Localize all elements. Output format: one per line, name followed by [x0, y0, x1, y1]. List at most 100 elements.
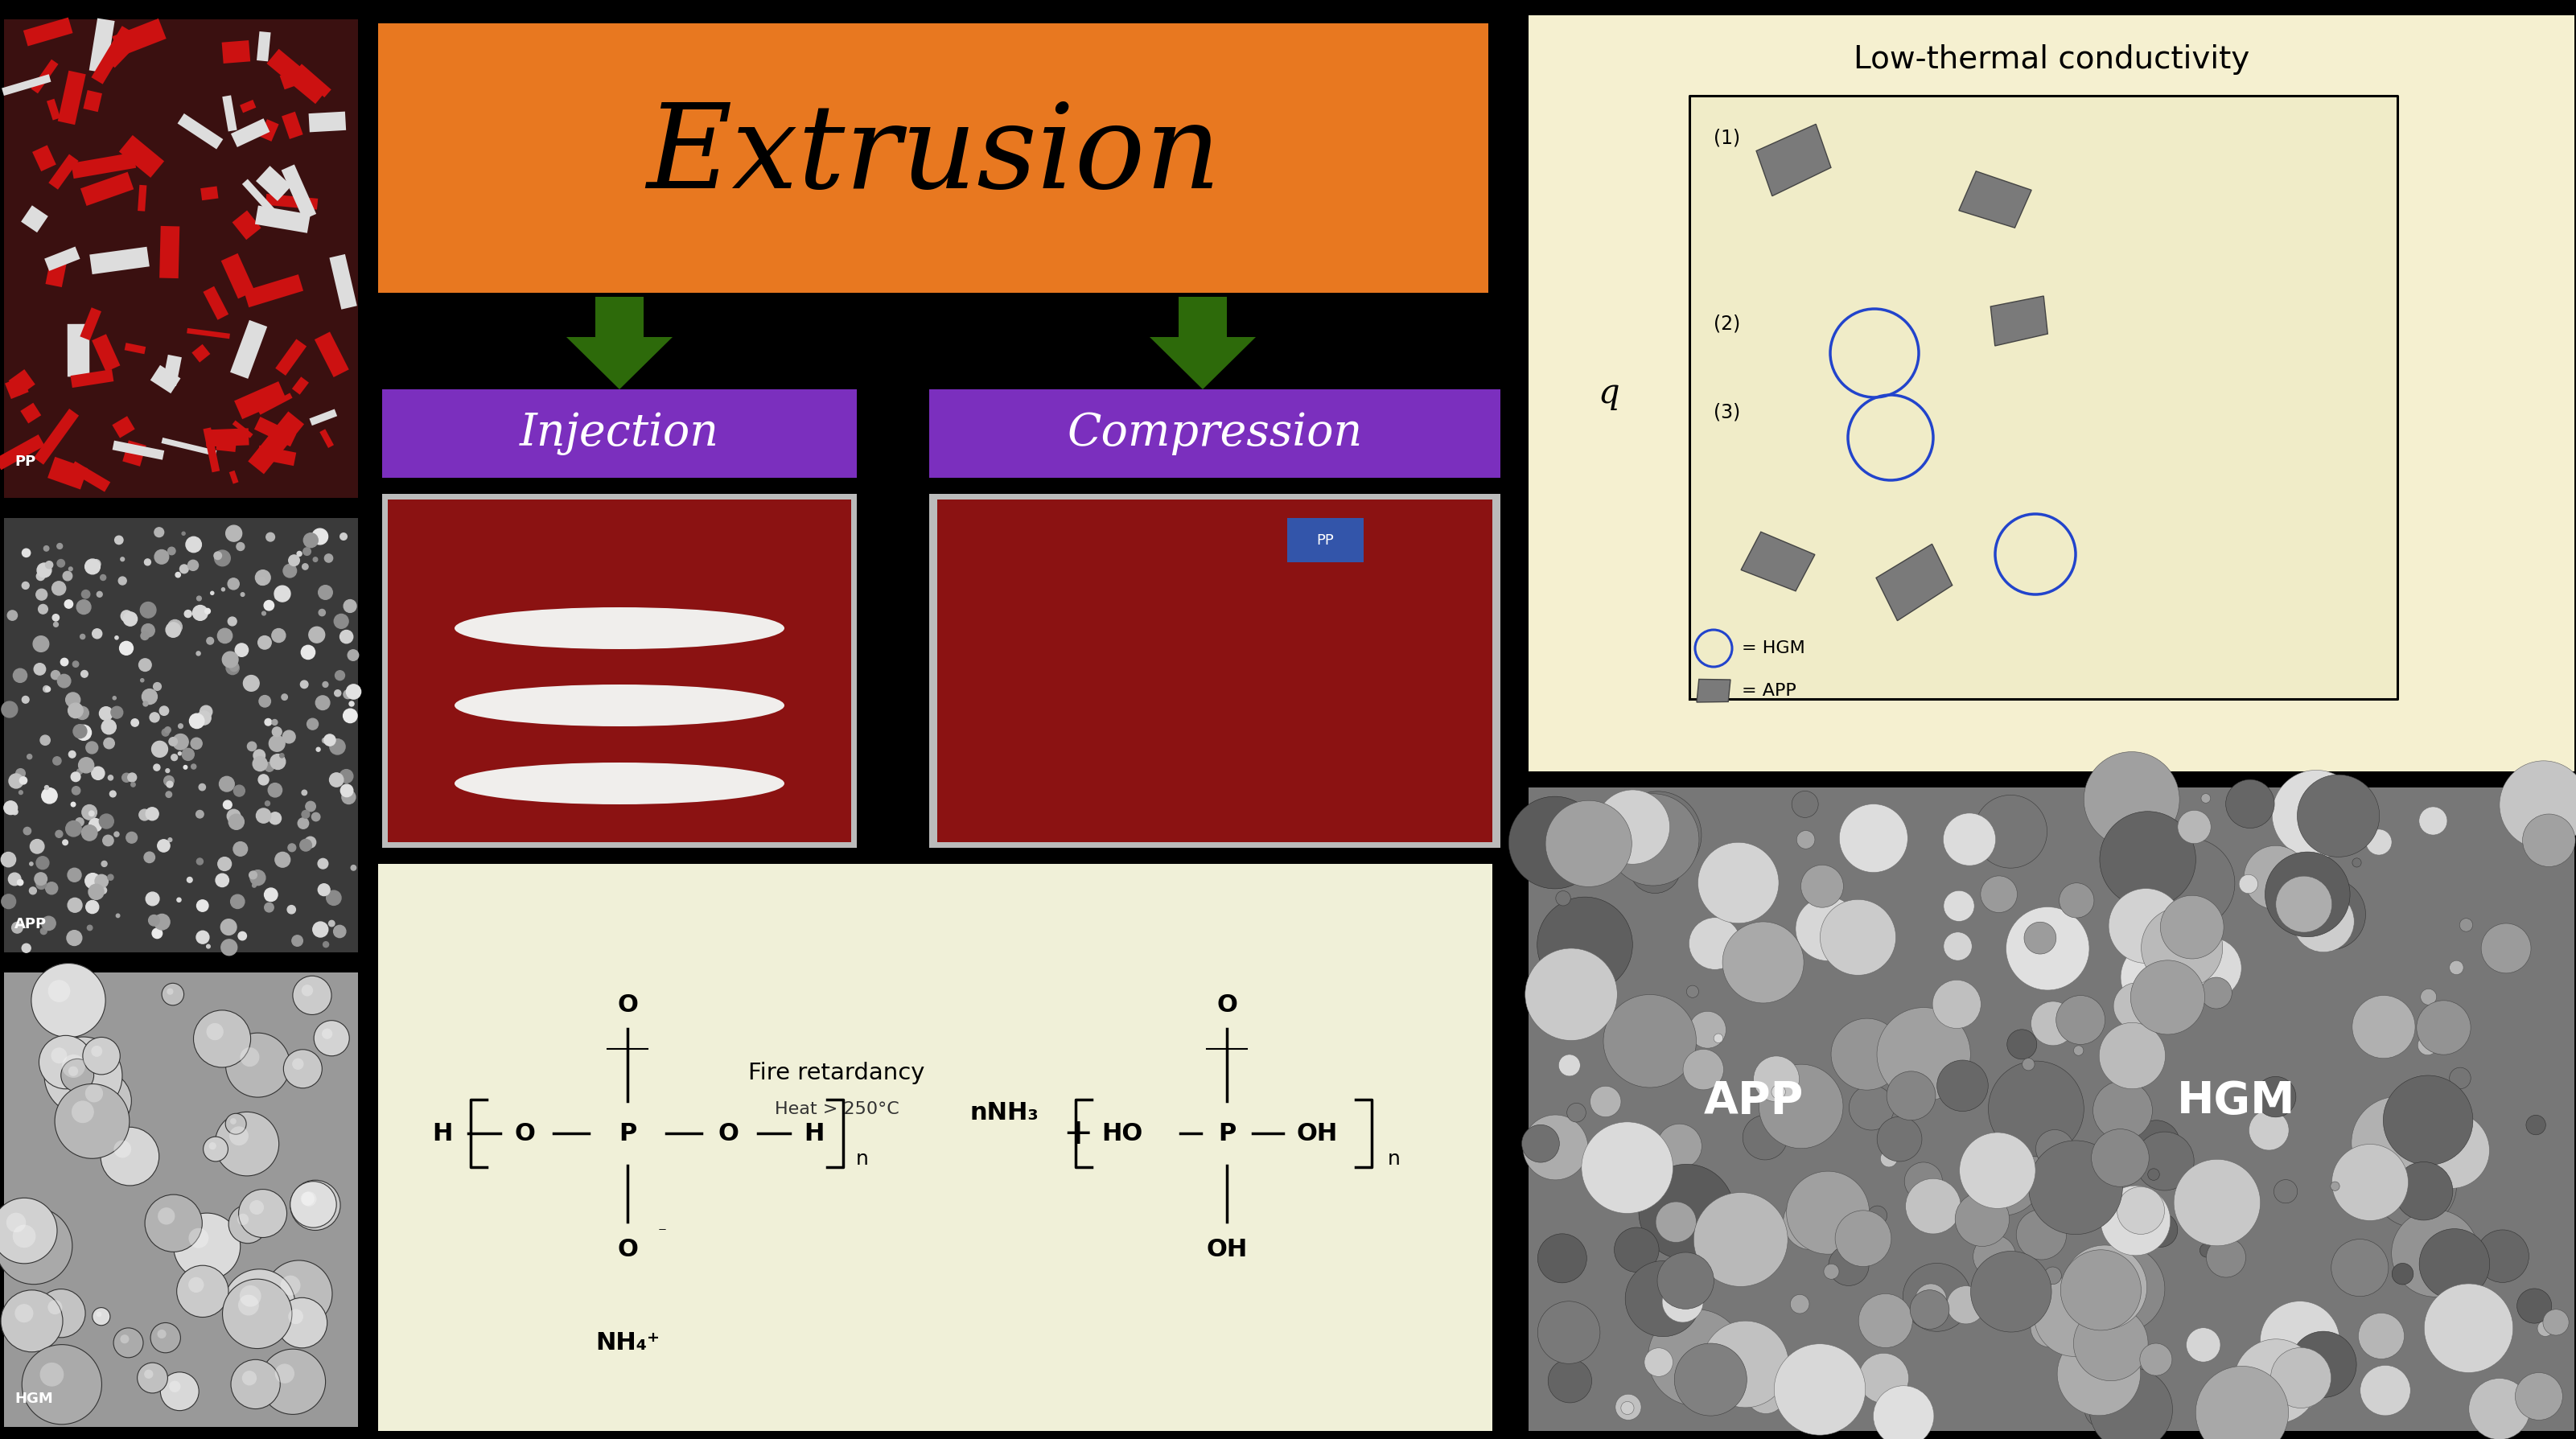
Circle shape	[13, 809, 18, 814]
Circle shape	[1960, 1132, 2035, 1209]
Circle shape	[2257, 1340, 2329, 1412]
Text: O: O	[1216, 993, 1236, 1016]
Polygon shape	[33, 409, 80, 465]
Circle shape	[167, 547, 175, 555]
Circle shape	[1566, 1104, 1587, 1122]
Circle shape	[95, 875, 108, 888]
Circle shape	[139, 809, 149, 820]
Circle shape	[39, 1363, 64, 1386]
Circle shape	[165, 623, 180, 637]
Circle shape	[276, 1298, 327, 1348]
Circle shape	[214, 551, 222, 560]
Polygon shape	[314, 332, 348, 377]
Circle shape	[2112, 983, 2161, 1029]
Circle shape	[1674, 1344, 1747, 1416]
Circle shape	[281, 1275, 301, 1295]
Polygon shape	[124, 440, 147, 466]
Circle shape	[1971, 1250, 2050, 1333]
Circle shape	[343, 790, 355, 804]
Circle shape	[1602, 994, 1695, 1088]
Circle shape	[118, 577, 126, 584]
Circle shape	[1798, 1389, 1816, 1407]
Circle shape	[301, 1191, 317, 1206]
Circle shape	[237, 543, 245, 551]
Polygon shape	[90, 246, 149, 275]
Circle shape	[142, 679, 144, 682]
Circle shape	[167, 781, 173, 787]
Text: NH₄⁺: NH₄⁺	[595, 1331, 659, 1354]
Circle shape	[1819, 1364, 1860, 1406]
Circle shape	[2481, 924, 2532, 973]
Circle shape	[139, 659, 152, 671]
Circle shape	[229, 1204, 268, 1243]
Polygon shape	[319, 429, 335, 448]
Circle shape	[93, 767, 106, 780]
Circle shape	[1860, 1353, 1909, 1403]
Circle shape	[100, 720, 116, 734]
Circle shape	[5, 1213, 26, 1232]
Circle shape	[85, 741, 98, 754]
Circle shape	[113, 832, 118, 836]
Circle shape	[1989, 1061, 2084, 1157]
Circle shape	[1538, 1301, 1600, 1364]
Polygon shape	[57, 71, 85, 125]
Polygon shape	[232, 118, 270, 147]
Polygon shape	[149, 366, 180, 393]
Circle shape	[162, 983, 183, 1006]
Circle shape	[80, 635, 85, 639]
Circle shape	[229, 662, 240, 672]
Circle shape	[44, 686, 49, 692]
Circle shape	[196, 899, 209, 911]
Circle shape	[82, 1038, 121, 1075]
FancyBboxPatch shape	[1690, 96, 2398, 699]
Polygon shape	[255, 206, 309, 233]
Circle shape	[67, 868, 82, 882]
Circle shape	[335, 671, 345, 681]
Circle shape	[258, 774, 268, 784]
Circle shape	[144, 852, 155, 863]
Circle shape	[2141, 907, 2223, 989]
Circle shape	[1772, 1085, 1785, 1099]
Text: O: O	[618, 993, 639, 1016]
Circle shape	[2120, 941, 2192, 1013]
Circle shape	[2269, 1347, 2331, 1407]
Circle shape	[1839, 804, 1909, 872]
Circle shape	[2352, 996, 2416, 1058]
Circle shape	[1981, 876, 2017, 912]
Circle shape	[2056, 996, 2105, 1045]
Circle shape	[72, 1101, 93, 1122]
Circle shape	[1821, 899, 1896, 976]
Circle shape	[62, 1059, 93, 1092]
Circle shape	[77, 757, 93, 773]
Polygon shape	[216, 437, 237, 452]
Circle shape	[2468, 1379, 2530, 1439]
Circle shape	[1607, 794, 1700, 885]
Circle shape	[88, 819, 103, 832]
Circle shape	[1749, 1227, 1780, 1258]
Circle shape	[322, 682, 327, 688]
Circle shape	[173, 1213, 240, 1279]
Polygon shape	[80, 171, 134, 206]
Circle shape	[2007, 907, 2089, 990]
Polygon shape	[242, 178, 286, 226]
Circle shape	[1878, 1117, 1922, 1161]
Circle shape	[1615, 1227, 1659, 1272]
Circle shape	[1759, 1065, 1842, 1148]
Circle shape	[157, 839, 170, 852]
Circle shape	[3, 701, 18, 718]
Ellipse shape	[453, 685, 783, 727]
Circle shape	[2517, 1288, 2553, 1324]
Polygon shape	[118, 135, 165, 177]
Circle shape	[1937, 1061, 1989, 1111]
Circle shape	[82, 804, 98, 820]
Circle shape	[1932, 980, 1981, 1029]
Circle shape	[188, 878, 193, 882]
Circle shape	[180, 740, 188, 747]
Polygon shape	[1741, 532, 1816, 591]
Circle shape	[36, 856, 49, 869]
Circle shape	[255, 809, 270, 823]
Circle shape	[1801, 865, 1844, 908]
Polygon shape	[46, 456, 88, 489]
Circle shape	[31, 839, 44, 853]
Circle shape	[227, 1114, 247, 1134]
